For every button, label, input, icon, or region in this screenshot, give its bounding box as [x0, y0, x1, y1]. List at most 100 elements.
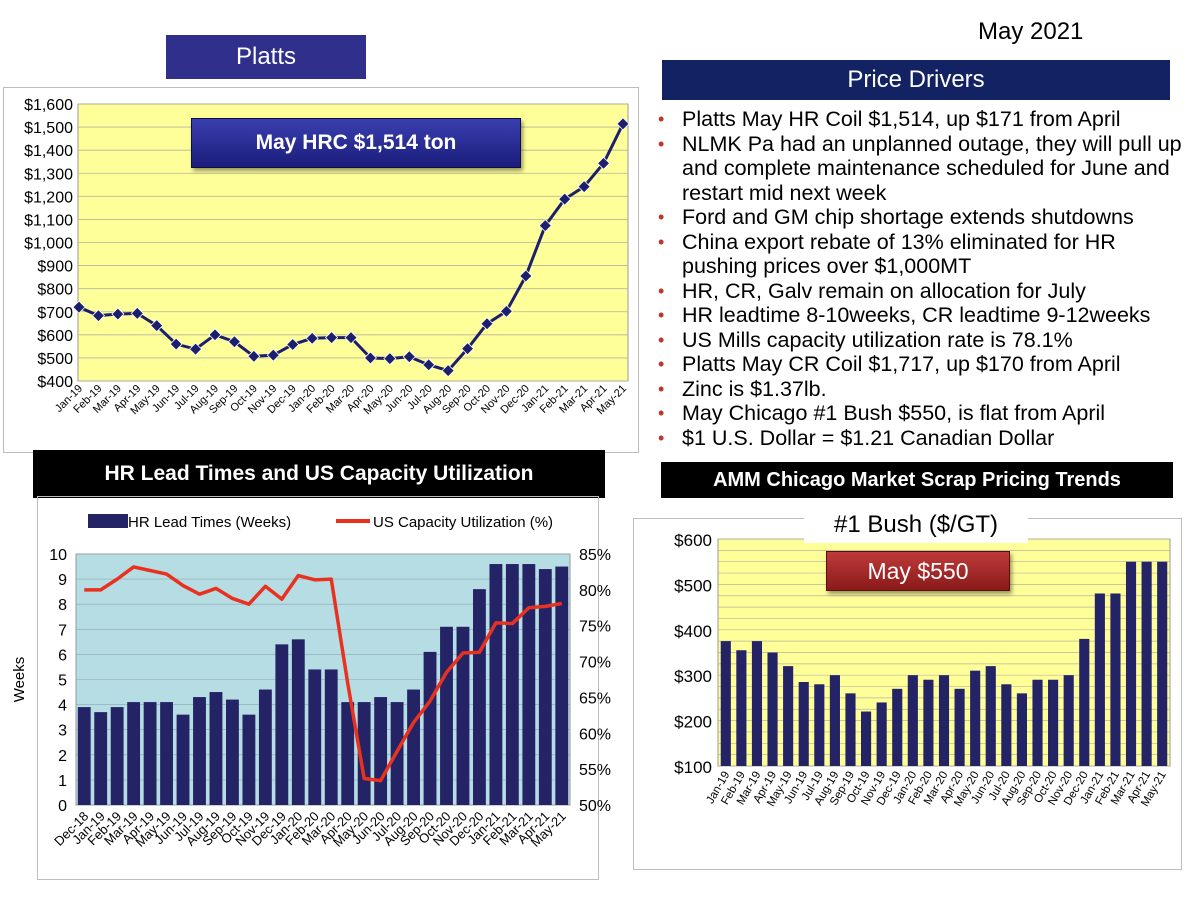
- bush-bar: [954, 688, 965, 766]
- platts-data-point: [72, 300, 86, 314]
- lead-bar: [522, 564, 536, 805]
- lead-bar: [324, 669, 338, 805]
- platts-data-point: [538, 219, 552, 233]
- price-driver-text: Platts May CR Coil $1,717, up $170 from …: [682, 352, 1121, 376]
- bush-chart-title: #1 Bush ($/GT): [804, 507, 1028, 543]
- platts-data-point: [616, 117, 630, 131]
- lead-ytick-left: 0: [58, 798, 67, 815]
- platts-data-point: [266, 348, 280, 362]
- bullet-icon: •: [658, 207, 665, 227]
- price-driver-item: • Platts May CR Coil $1,717, up $170 from…: [656, 352, 1196, 377]
- lead-ytick-left: 3: [58, 723, 67, 740]
- platts-ytick-label: $1,500: [24, 120, 73, 137]
- platts-ytick-label: $400: [37, 374, 73, 391]
- lead-bar: [176, 714, 190, 805]
- platts-data-point: [130, 306, 144, 320]
- price-driver-text: Ford and GM chip shortage extends shutdo…: [682, 205, 1134, 229]
- lead-ytick-left: 5: [58, 673, 67, 690]
- platts-data-point: [480, 317, 494, 331]
- bullet-icon: •: [658, 231, 665, 252]
- platts-data-point: [150, 319, 164, 333]
- platts-ytick-label: $800: [37, 282, 73, 299]
- lead-ytick-right: 70%: [579, 655, 611, 672]
- lead-bar: [94, 712, 108, 805]
- platts-data-point: [577, 180, 591, 194]
- price-driver-text: China export rebate of 13% eliminated fo…: [682, 229, 1116, 279]
- price-driver-item: • Ford and GM chip shortage extends shutd…: [656, 205, 1196, 230]
- platts-data-point: [208, 328, 222, 342]
- lead-ytick-right: 75%: [579, 619, 611, 636]
- price-driver-item: • China export rebate of 13% eliminated f…: [656, 230, 1196, 279]
- bullet-icon: •: [658, 354, 665, 374]
- platts-data-point: [91, 309, 105, 323]
- bullet-icon: •: [658, 403, 665, 423]
- lead-bar: [242, 714, 256, 805]
- lead-bar: [226, 699, 239, 805]
- lead-ytick-right: 65%: [579, 690, 611, 707]
- price-drivers-list: • Platts May HR Coil $1,514, up $171 from…: [656, 107, 1196, 450]
- lead-bar: [291, 639, 305, 805]
- price-driver-item: • Zinc is $1.37lb.: [656, 377, 1196, 402]
- platts-ytick-label: $900: [37, 259, 73, 276]
- lead-ytick-right: 85%: [579, 547, 611, 564]
- platts-data-point: [227, 335, 241, 349]
- lead-bar: [341, 702, 355, 805]
- platts-data-point: [383, 352, 397, 366]
- platts-label: Platts: [166, 35, 366, 79]
- bullet-icon: •: [658, 133, 665, 154]
- lead-ytick-right: 55%: [579, 762, 611, 779]
- bush-bar: [814, 684, 825, 766]
- bush-bar: [783, 666, 794, 766]
- capacity-utilization-line: [84, 565, 563, 783]
- price-driver-text: Zinc is $1.37lb.: [682, 376, 827, 401]
- bush-bar: [1110, 593, 1121, 766]
- platts-ytick-label: $1,200: [24, 189, 73, 206]
- price-driver-item: • May Chicago #1 Bush $550, is flat from …: [656, 401, 1196, 426]
- bush-bar: [1063, 675, 1074, 766]
- lead-ytick-left: 2: [58, 748, 67, 765]
- legend-line-label: US Capacity Utilization (%): [373, 514, 553, 531]
- bush-bar: [1032, 679, 1043, 766]
- lead-bar: [423, 651, 437, 805]
- platts-data-point: [286, 337, 300, 352]
- may-bush-callout: May $550: [826, 551, 1010, 591]
- bush-bar: [736, 650, 747, 766]
- bush-bar: [1079, 638, 1090, 766]
- platts-data-point: [597, 156, 611, 170]
- lead-bar: [258, 689, 272, 805]
- lead-bar: [143, 702, 157, 805]
- bush-bar: [1094, 593, 1105, 766]
- bush-bar: [1125, 561, 1137, 766]
- lead-bar: [77, 707, 91, 805]
- lead-bar: [440, 626, 453, 805]
- platts-data-point: [189, 342, 203, 356]
- platts-ytick-label: $1,100: [24, 212, 73, 229]
- price-driver-item: • NLMK Pa had an unplanned outage, they w…: [656, 132, 1196, 206]
- bullet-icon: •: [658, 280, 665, 301]
- platts-data-point: [441, 364, 455, 378]
- legend-bar-swatch: [88, 514, 128, 528]
- bush-bar: [829, 675, 840, 766]
- bush-ytick-label: $300: [674, 667, 712, 686]
- price-driver-text: NLMK Pa had an unplanned outage, they wi…: [682, 131, 1182, 205]
- platts-data-point: [461, 342, 475, 356]
- lead-ytick-left: 1: [58, 773, 67, 790]
- lead-bar: [275, 644, 289, 805]
- bush-ytick-label: $400: [674, 622, 712, 641]
- platts-ytick-label: $1,000: [24, 236, 73, 253]
- bush-bar: [938, 675, 950, 766]
- bush-ytick-label: $500: [674, 576, 712, 595]
- platts-data-point: [111, 307, 125, 321]
- bush-bar: [861, 711, 872, 766]
- lead-bar: [538, 569, 552, 805]
- lead-ytick-left: 8: [58, 597, 67, 614]
- price-drivers-header: Price Drivers: [662, 60, 1170, 100]
- lead-bar: [209, 692, 223, 805]
- platts-data-point: [247, 349, 261, 363]
- platts-data-point: [519, 269, 533, 283]
- price-driver-item: • HR, CR, Galv remain on allocation for J…: [656, 279, 1196, 304]
- hr-lead-times-header: HR Lead Times and US Capacity Utilizatio…: [33, 450, 605, 498]
- bush-bar: [798, 682, 809, 766]
